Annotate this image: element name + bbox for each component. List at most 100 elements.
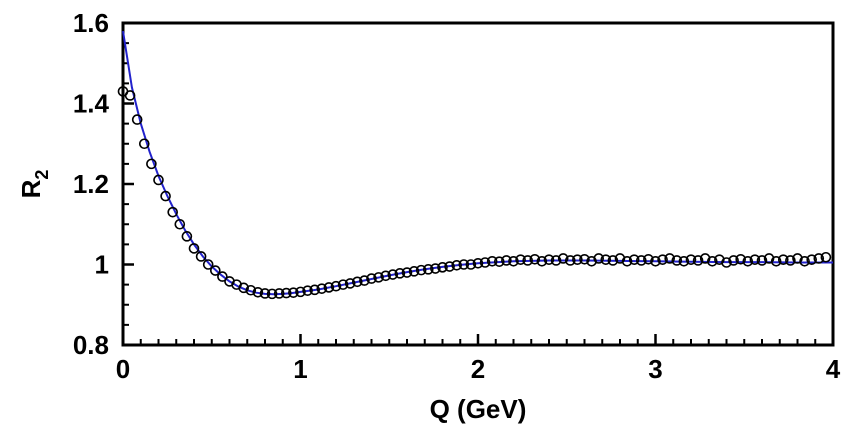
data-point: [486, 255, 498, 267]
data-point: [153, 174, 164, 186]
data-point: [479, 257, 491, 268]
data-point: [351, 276, 363, 288]
data-point: [124, 90, 136, 101]
tick-labels: 0 1 2 3 4 0.8 1 1.2 1.4 1.6: [73, 8, 841, 384]
data-point: [550, 255, 562, 266]
y-tick-label: 0.8: [73, 330, 109, 360]
y-axis-title-main: R: [16, 179, 46, 198]
data-point: [458, 259, 470, 270]
data-point: [785, 255, 796, 266]
data-point: [415, 264, 427, 276]
data-point: [522, 255, 534, 266]
data-point: [422, 264, 434, 275]
data-point: [650, 255, 661, 267]
x-tick-label: 2: [471, 354, 485, 384]
data-point: [387, 269, 399, 280]
data-point: [664, 253, 676, 264]
data-point: [245, 284, 257, 296]
data-point: [337, 279, 349, 290]
x-tick-label: 1: [293, 354, 307, 384]
data-point: [579, 253, 590, 265]
data-point: [635, 255, 647, 266]
data-point: [557, 253, 569, 264]
data-point: [792, 253, 803, 264]
fit-line-layer: [122, 30, 833, 296]
data-point: [657, 254, 668, 265]
data-point: [628, 254, 640, 265]
data-point: [536, 255, 548, 267]
data-point: [728, 255, 739, 266]
fit-line: [122, 30, 833, 296]
data-point: [777, 254, 789, 265]
x-tick-label: 3: [648, 354, 662, 384]
data-point: [742, 255, 754, 267]
data-point: [323, 282, 335, 293]
data-point: [217, 271, 228, 282]
data-point: [543, 254, 555, 265]
data-point: [515, 254, 526, 265]
data-point: [572, 254, 583, 265]
data-point: [202, 259, 214, 270]
data-point: [813, 253, 825, 264]
y-axis-title-subscript: 2: [32, 170, 52, 180]
data-point: [508, 255, 519, 267]
data-point: [721, 257, 732, 268]
data-point: [408, 266, 420, 277]
data-point: [437, 262, 448, 273]
y-tick-label: 1.2: [73, 169, 109, 199]
data-point: [501, 255, 512, 266]
data-point: [451, 260, 463, 271]
data-point: [273, 288, 285, 299]
data-point: [586, 255, 597, 267]
data-point: [359, 275, 370, 286]
data-point: [614, 253, 626, 264]
data-point: [344, 278, 356, 289]
data-point: [706, 255, 718, 267]
data-point: [643, 253, 654, 265]
data-point: [309, 284, 321, 296]
data-point: [472, 257, 484, 269]
data-point: [380, 270, 392, 282]
data-point: [160, 190, 171, 202]
data-point: [394, 268, 406, 279]
data-point: [770, 255, 782, 267]
data-point: [167, 206, 178, 218]
data-point: [430, 263, 441, 274]
data-point: [373, 272, 384, 283]
data-point: [806, 254, 818, 265]
tick-marks: [121, 21, 835, 347]
y-tick-label: 1: [95, 250, 109, 280]
data-point: [146, 158, 157, 170]
data-point: [678, 255, 690, 267]
data-point: [316, 283, 328, 294]
data-point: [671, 255, 683, 266]
data-point: [139, 138, 150, 150]
data-point: [188, 243, 200, 254]
plot-frame: [121, 21, 835, 347]
data-point: [593, 253, 605, 264]
data-points-layer: [117, 86, 832, 300]
data-point: [174, 218, 186, 230]
data-point: [259, 288, 271, 299]
data-point: [735, 253, 747, 265]
y-tick-label: 1.4: [73, 89, 110, 119]
data-point: [288, 287, 299, 298]
data-point: [529, 253, 541, 265]
data-point: [820, 251, 832, 263]
x-axis-title: Q (GeV): [430, 394, 527, 424]
data-point: [763, 253, 775, 264]
data-point: [699, 253, 711, 264]
data-point: [266, 288, 278, 300]
data-point: [295, 286, 306, 298]
data-point: [280, 287, 292, 299]
y-tick-label: 1.6: [73, 8, 109, 38]
data-point: [401, 267, 413, 278]
data-point: [366, 273, 377, 284]
data-point: [465, 259, 477, 270]
data-point: [238, 282, 249, 294]
data-point: [181, 231, 193, 242]
data-point: [600, 254, 612, 265]
data-point: [252, 286, 264, 298]
x-tick-label: 0: [116, 354, 130, 384]
data-point: [685, 254, 697, 265]
